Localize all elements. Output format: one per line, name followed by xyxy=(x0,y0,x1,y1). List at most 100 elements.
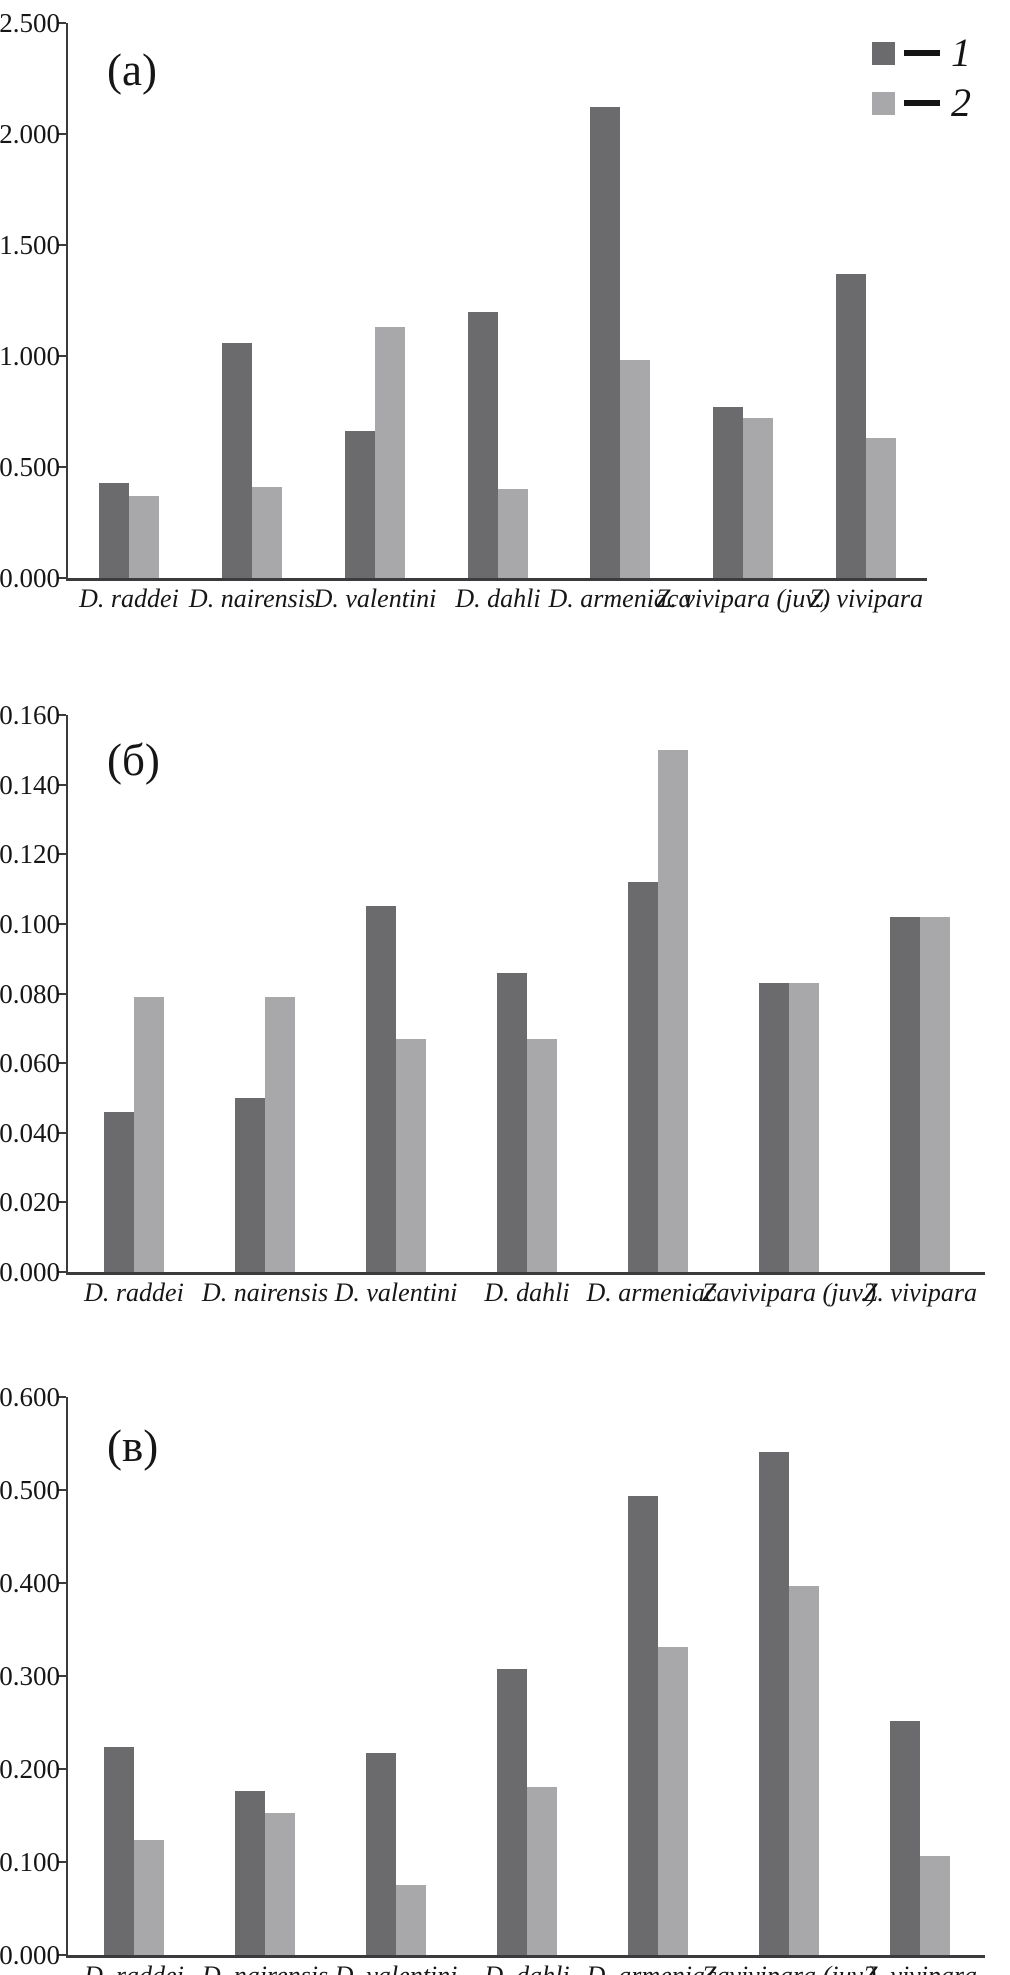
x-category-label: D. raddei xyxy=(84,1278,184,1307)
x-category-label: D. dahli xyxy=(397,1962,657,1975)
x-category-label: D. armeniaca xyxy=(528,1962,788,1975)
y-tick-mark xyxy=(57,853,66,855)
bar-series1 xyxy=(366,906,396,1272)
bar-series1 xyxy=(345,431,375,578)
bar-series2 xyxy=(920,1856,950,1955)
bar-series1 xyxy=(104,1112,134,1272)
y-tick-mark xyxy=(57,466,66,468)
y-tick-mark xyxy=(57,993,66,995)
y-tick-mark xyxy=(57,22,66,24)
y-tick-label: 0.020 xyxy=(0,1187,60,1217)
x-category-label: D. nairensis xyxy=(188,584,316,613)
y-tick-label: 0.000 xyxy=(0,563,60,593)
bar-series1 xyxy=(590,107,620,578)
bar-series1 xyxy=(713,407,743,578)
panel-label: (а) xyxy=(107,45,157,95)
panel-label: (б) xyxy=(107,735,160,785)
bar-series2 xyxy=(134,997,164,1272)
x-axis-line xyxy=(66,1955,985,1958)
y-tick-mark xyxy=(57,714,66,716)
legend-dash-icon xyxy=(904,100,940,106)
x-category-label: D. dahli xyxy=(484,1278,570,1307)
y-tick-mark xyxy=(57,1271,66,1273)
y-tick-label: 0.000 xyxy=(0,1257,60,1287)
y-tick-label: 0.500 xyxy=(0,1475,60,1505)
bar-series1 xyxy=(235,1791,265,1955)
bar-series2 xyxy=(396,1885,426,1955)
y-tick-label: 0.000 xyxy=(0,1940,60,1970)
y-tick-label: 0.500 xyxy=(0,452,60,482)
y-tick-mark xyxy=(57,1768,66,1770)
x-category-label: Z. vivipara (juv.) xyxy=(655,584,831,613)
bar-series2 xyxy=(789,1586,819,1955)
x-category-label: D. valentini xyxy=(334,1278,458,1307)
x-category-label: Z. vivipara (juv.) xyxy=(701,1278,877,1307)
y-tick-label: 0.080 xyxy=(0,979,60,1009)
y-tick-mark xyxy=(57,244,66,246)
bar-series2 xyxy=(658,1647,688,1955)
bar-series2 xyxy=(743,418,773,578)
x-category-label: D. raddei xyxy=(4,1962,264,1975)
y-tick-mark xyxy=(57,1489,66,1491)
bar-series1 xyxy=(497,1669,527,1955)
bar-series2 xyxy=(265,1813,295,1955)
y-tick-label: 0.400 xyxy=(0,1568,60,1598)
legend-swatch-series2-icon xyxy=(872,91,895,115)
x-category-label: D. armeniaca xyxy=(548,584,692,613)
bar-series1 xyxy=(759,1452,789,1955)
x-category-label: D. valentini xyxy=(266,1962,526,1975)
bar-series2 xyxy=(866,438,896,578)
bar-series2 xyxy=(252,487,282,578)
bar-series2 xyxy=(375,327,405,578)
y-tick-mark xyxy=(57,1062,66,1064)
y-tick-label: 1.000 xyxy=(0,341,60,371)
x-category-label: Z. vivipara xyxy=(790,1962,1010,1975)
x-category-label: D. nairensis xyxy=(201,1278,329,1307)
bar-series1 xyxy=(497,973,527,1272)
bar-series2 xyxy=(527,1039,557,1272)
bar-series2 xyxy=(265,997,295,1272)
y-tick-mark xyxy=(57,1582,66,1584)
x-category-label: Z. vivipara (juv.) xyxy=(659,1962,919,1975)
y-tick-label: 0.300 xyxy=(0,1661,60,1691)
legend-item-series1: 1 xyxy=(872,33,971,73)
x-category-label: Z. vivipara xyxy=(808,584,924,613)
y-tick-mark xyxy=(57,1396,66,1398)
y-tick-label: 0.060 xyxy=(0,1048,60,1078)
bar-series2 xyxy=(920,917,950,1272)
bar-series1 xyxy=(99,483,129,578)
x-category-label: D. armeniaca xyxy=(586,1278,730,1307)
y-tick-label: 1.500 xyxy=(0,230,60,260)
y-tick-label: 0.100 xyxy=(0,909,60,939)
y-tick-mark xyxy=(57,355,66,357)
bar-series2 xyxy=(527,1787,557,1955)
bar-series1 xyxy=(104,1747,134,1955)
y-tick-mark xyxy=(57,1201,66,1203)
y-tick-mark xyxy=(57,784,66,786)
y-tick-label: 0.120 xyxy=(0,839,60,869)
bar-series1 xyxy=(222,343,252,578)
x-category-label: D. raddei xyxy=(79,584,179,613)
bar-series2 xyxy=(498,489,528,578)
y-tick-mark xyxy=(57,133,66,135)
x-axis-line xyxy=(66,1272,985,1275)
y-tick-mark xyxy=(57,1954,66,1956)
bar-series1 xyxy=(468,312,498,578)
bar-series2 xyxy=(134,1840,164,1955)
bar-series2 xyxy=(396,1039,426,1272)
bar-series1 xyxy=(628,1496,658,1955)
legend-swatch-series1-icon xyxy=(872,41,895,65)
bar-series1 xyxy=(890,917,920,1272)
y-tick-mark xyxy=(57,1861,66,1863)
legend: 1 2 xyxy=(872,33,971,133)
y-tick-label: 0.160 xyxy=(0,700,60,730)
y-tick-label: 2.500 xyxy=(0,8,60,38)
y-tick-label: 0.200 xyxy=(0,1754,60,1784)
y-axis-line xyxy=(66,715,68,1275)
bar-series2 xyxy=(789,983,819,1272)
bar-series2 xyxy=(658,750,688,1272)
y-tick-mark xyxy=(57,1132,66,1134)
y-tick-label: 0.100 xyxy=(0,1847,60,1877)
bar-series2 xyxy=(129,496,159,578)
